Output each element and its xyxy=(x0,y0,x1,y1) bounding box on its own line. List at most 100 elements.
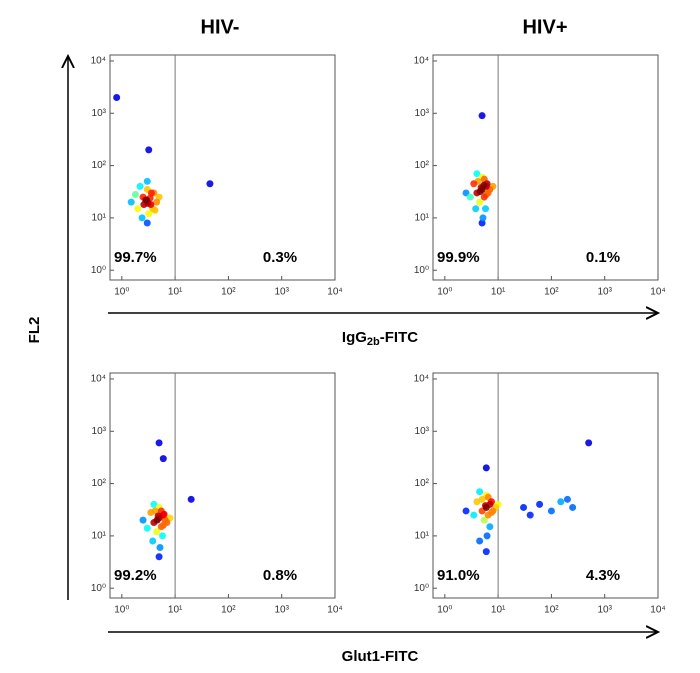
event-dot xyxy=(145,210,153,218)
y-axis-label: FL2 xyxy=(26,317,43,344)
x-tick-label: 10³ xyxy=(597,287,612,298)
x-tick-label: 10⁰ xyxy=(437,287,452,298)
quadrant-label: 99.7% xyxy=(114,249,157,266)
quadrant-label: 91.0% xyxy=(437,567,480,584)
plot-frame xyxy=(432,372,659,599)
event-dot xyxy=(149,537,157,545)
event-dot xyxy=(187,495,195,503)
event-dot xyxy=(143,219,151,227)
x-axis-label: Glut1-FITC xyxy=(342,648,419,665)
event-dot xyxy=(153,516,161,524)
event-dot xyxy=(482,548,490,556)
quadrant-label: 99.9% xyxy=(437,249,480,266)
event-dot xyxy=(470,511,478,519)
y-tick-label: 10² xyxy=(415,478,430,489)
event-dot xyxy=(131,191,139,199)
event-dot xyxy=(476,187,484,195)
event-dot xyxy=(470,180,478,188)
event-dot xyxy=(155,439,163,447)
x-tick-label: 10⁴ xyxy=(327,287,342,298)
event-dot xyxy=(142,196,150,204)
y-tick-label: 10² xyxy=(92,478,107,489)
y-tick-label: 10³ xyxy=(92,426,107,437)
event-dot xyxy=(478,495,486,503)
event-dot xyxy=(155,553,163,561)
y-tick-label: 10¹ xyxy=(415,531,430,542)
event-dot xyxy=(482,503,490,511)
event-dot xyxy=(159,455,167,463)
event-dot xyxy=(159,521,167,529)
event-dot xyxy=(476,488,484,496)
event-dot xyxy=(153,198,161,206)
event-dot xyxy=(143,177,151,185)
x-tick-label: 10² xyxy=(221,605,236,616)
event-dot xyxy=(569,503,577,511)
event-dot xyxy=(476,537,484,545)
y-tick-label: 10¹ xyxy=(92,213,107,224)
y-tick-label: 10⁰ xyxy=(414,265,429,276)
event-dot xyxy=(480,516,488,524)
event-dot xyxy=(113,94,121,102)
event-dot xyxy=(160,510,168,518)
x-tick-label: 10³ xyxy=(274,605,289,616)
event-dot xyxy=(482,205,490,213)
quadrant-label: 0.3% xyxy=(263,249,297,266)
y-tick-label: 10⁴ xyxy=(414,56,429,67)
y-tick-label: 10¹ xyxy=(92,531,107,542)
y-tick-label: 10² xyxy=(415,160,430,171)
y-tick-label: 10⁰ xyxy=(414,583,429,594)
event-dot xyxy=(526,511,534,519)
event-dot xyxy=(134,205,142,213)
event-dot xyxy=(482,464,490,472)
event-dot xyxy=(536,500,544,508)
event-dot xyxy=(139,516,147,524)
quadrant-label: 0.8% xyxy=(263,567,297,584)
x-tick-label: 10¹ xyxy=(491,287,506,298)
x-tick-label: 10¹ xyxy=(168,287,183,298)
x-tick-label: 10⁴ xyxy=(327,605,342,616)
x-tick-label: 10⁴ xyxy=(650,605,665,616)
event-dot xyxy=(520,503,528,511)
x-tick-label: 10¹ xyxy=(491,605,506,616)
event-dot xyxy=(206,180,214,188)
plot-frame xyxy=(109,372,336,599)
event-dot xyxy=(472,205,480,213)
x-tick-label: 10³ xyxy=(597,605,612,616)
event-dot xyxy=(486,523,494,531)
y-tick-label: 10³ xyxy=(415,426,430,437)
y-tick-label: 10² xyxy=(92,160,107,171)
event-dot xyxy=(547,507,555,515)
event-dot xyxy=(585,439,593,447)
x-tick-label: 10² xyxy=(221,287,236,298)
quadrant-label: 0.1% xyxy=(586,249,620,266)
x-tick-label: 10⁰ xyxy=(114,287,129,298)
event-dot xyxy=(156,544,164,552)
plot-frame xyxy=(109,54,336,281)
x-tick-label: 10⁴ xyxy=(650,287,665,298)
event-dot xyxy=(153,528,161,536)
event-dot xyxy=(557,498,565,506)
event-dot xyxy=(151,206,159,214)
event-dot xyxy=(150,500,158,508)
y-tick-label: 10³ xyxy=(415,108,430,119)
event-dot xyxy=(476,198,484,206)
event-dot xyxy=(136,182,144,190)
event-dot xyxy=(466,193,474,201)
event-dot xyxy=(563,495,571,503)
x-tick-label: 10⁰ xyxy=(114,605,129,616)
event-dot xyxy=(151,507,159,515)
event-dot xyxy=(145,146,153,154)
plot-frame xyxy=(432,54,659,281)
event-dot xyxy=(462,507,470,515)
event-dot xyxy=(479,214,487,222)
x-axis-label: IgG2b-FITC xyxy=(342,329,418,348)
quadrant-label: 99.2% xyxy=(114,567,157,584)
x-tick-label: 10² xyxy=(544,287,559,298)
column-title: HIV+ xyxy=(522,16,567,38)
event-dot xyxy=(127,198,135,206)
event-dot xyxy=(483,532,491,540)
y-tick-label: 10⁰ xyxy=(91,265,106,276)
event-dot xyxy=(138,214,146,222)
y-tick-label: 10⁴ xyxy=(91,56,106,67)
y-tick-label: 10⁰ xyxy=(91,583,106,594)
